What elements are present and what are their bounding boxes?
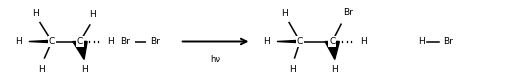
- Text: H: H: [89, 10, 96, 19]
- Text: H: H: [38, 65, 45, 74]
- Text: hν: hν: [210, 55, 221, 64]
- Text: Br: Br: [443, 37, 453, 46]
- Text: H: H: [289, 65, 295, 74]
- Text: Br: Br: [121, 37, 130, 46]
- Polygon shape: [277, 40, 300, 43]
- Text: H: H: [331, 65, 338, 74]
- Polygon shape: [29, 40, 52, 43]
- Text: H: H: [418, 37, 425, 46]
- Text: C: C: [49, 37, 55, 46]
- Polygon shape: [325, 42, 340, 59]
- Text: H: H: [107, 37, 114, 46]
- Polygon shape: [73, 41, 87, 59]
- Text: C: C: [297, 37, 303, 46]
- Text: C: C: [329, 37, 336, 46]
- Text: H: H: [281, 9, 288, 18]
- Text: H: H: [263, 37, 270, 46]
- Text: Br: Br: [343, 8, 352, 17]
- Text: Br: Br: [150, 37, 160, 46]
- Text: H: H: [15, 37, 22, 46]
- Text: H: H: [81, 65, 87, 74]
- Text: H: H: [361, 37, 367, 46]
- Text: C: C: [77, 37, 83, 46]
- Text: H: H: [32, 9, 39, 18]
